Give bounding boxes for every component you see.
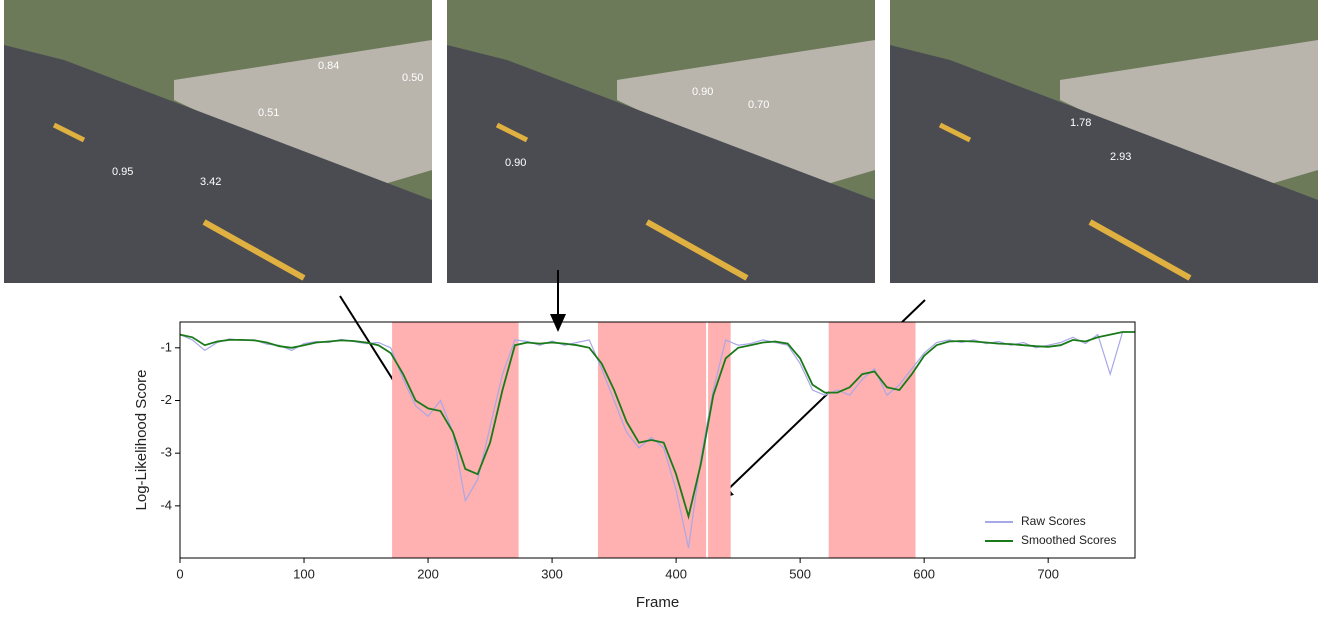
score-label: 0.84 xyxy=(318,60,339,72)
score-label: 0.90 xyxy=(505,157,526,169)
photo: 0.90 0.90 0.70 xyxy=(447,0,875,283)
x-tick-label: 700 xyxy=(1037,566,1059,581)
anomaly-span xyxy=(829,322,916,558)
legend-label: Raw Scores xyxy=(1021,514,1086,528)
photo: 1.78 2.93 xyxy=(890,0,1318,283)
score-label: 1.78 xyxy=(1070,117,1091,129)
score-label: 3.42 xyxy=(200,176,221,188)
score-label: 2.93 xyxy=(1110,151,1131,163)
x-tick-label: 400 xyxy=(665,566,687,581)
x-axis-label: Frame xyxy=(636,594,679,611)
x-tick-label: 200 xyxy=(417,566,439,581)
score-label: 0.90 xyxy=(692,86,713,98)
score-label: 0.51 xyxy=(258,107,279,119)
anomaly-span xyxy=(598,322,731,558)
x-tick-label: 0 xyxy=(176,566,183,581)
y-tick-label: -4 xyxy=(160,497,172,512)
x-tick-label: 500 xyxy=(789,566,811,581)
x-tick-label: 300 xyxy=(541,566,563,581)
legend: Raw Scores Smoothed Scores xyxy=(985,514,1116,547)
y-tick-label: -3 xyxy=(160,445,172,460)
legend-label: Smoothed Scores xyxy=(1021,533,1116,547)
y-tick-label: -2 xyxy=(160,392,172,407)
x-tick-label: 600 xyxy=(913,566,935,581)
y-axis-label: Log-Likelihood Score xyxy=(133,370,150,511)
figure: 0.95 3.42 0.51 0.84 0.50 0.90 0.90 0.70 1.78 2.93… xyxy=(0,0,1322,618)
score-label: 0.95 xyxy=(112,166,133,178)
photos: 0.95 3.42 0.51 0.84 0.50 0.90 0.90 0.70 1.78 2.93 xyxy=(4,0,1318,283)
score-label: 0.50 xyxy=(402,72,423,84)
score-label: 0.70 xyxy=(748,99,769,111)
photo: 0.95 3.42 0.51 0.84 0.50 xyxy=(4,0,432,283)
y-tick-label: -1 xyxy=(160,339,172,354)
x-tick-label: 100 xyxy=(293,566,315,581)
chart: 0 100 200 300 400 500 600 700 -1 -2 -3 -4 Frame Log-L… xyxy=(133,322,1135,611)
